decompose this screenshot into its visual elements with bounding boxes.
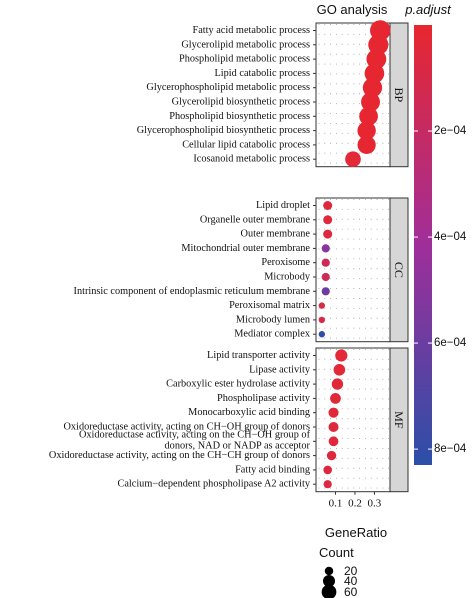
- panel-bp: BP Fatty acid metabolic process Glycerolip…: [137, 20, 409, 168]
- y-tick-label: Organelle outer membrane: [200, 214, 311, 225]
- dot-peroxisomal-matrix: [318, 302, 326, 309]
- dot-lipid-catabolic-process: [364, 63, 385, 84]
- dot-lipid-transporter-activity: [335, 349, 348, 362]
- dot-phospholipid-biosynthetic-process: [359, 106, 378, 126]
- color-bar: [414, 25, 432, 465]
- y-tick-label: Intrinsic component of endoplasmic retic…: [74, 286, 311, 297]
- dot-calcium-dependent-phospholipase-a2-activity: [323, 480, 332, 489]
- size-key-dot: [322, 574, 336, 588]
- strip-mf: [389, 347, 409, 493]
- x-tick-label: 0.2: [348, 498, 362, 510]
- dot-lipid-droplet: [323, 200, 333, 211]
- chart-title: GO analysis: [317, 2, 388, 17]
- y-tick-label: Carboxylic ester hydrolase activity: [166, 379, 311, 390]
- dot-oxidoreductase-activity-acting-on-the-ch-ch-group-of-donors: [326, 450, 337, 461]
- y-tick-label: Oxidoreductase activity, acting on the C…: [79, 429, 311, 451]
- y-tick-label: Phospholipid metabolic process: [179, 54, 310, 65]
- size-legend-title: Count: [319, 545, 354, 560]
- panel-mf: MF Lipid transporter activity Lipase activ…: [49, 347, 409, 493]
- dot-cellular-lipid-catabolic-process: [357, 135, 376, 154]
- strip-cc: [389, 197, 409, 343]
- dot-peroxisome: [321, 258, 330, 267]
- y-tick-label: Lipid droplet: [256, 200, 310, 211]
- dot-outer-membrane: [323, 229, 333, 239]
- y-tick-label: Peroxisomal matrix: [229, 300, 311, 311]
- dot-phospholipid-metabolic-process: [366, 49, 387, 70]
- strip-label: MF: [392, 411, 406, 429]
- dot-phospholipase-activity: [330, 393, 341, 404]
- y-tick-label: Outer membrane: [241, 229, 311, 240]
- dot-glycerolipid-biosynthetic-process: [361, 92, 380, 112]
- y-tick-label: Fatty acid metabolic process: [192, 25, 310, 36]
- dot-fatty-acid-binding: [323, 465, 332, 475]
- color-tick-label: 4e−04: [434, 231, 467, 243]
- y-tick-label: Glycerolipid metabolic process: [181, 39, 310, 50]
- dot-microbody: [321, 272, 330, 282]
- y-tick-label: Icosanoid metabolic process: [193, 154, 310, 165]
- color-tick-label: 8e−04: [434, 443, 467, 455]
- y-tick-label: Lipid transporter activity: [207, 350, 311, 361]
- y-tick-label: Fatty acid binding: [235, 464, 310, 475]
- y-tick-label: Phospholipid biosynthetic process: [169, 111, 310, 122]
- dot-carboxylic-ester-hydrolase-activity: [331, 378, 344, 390]
- y-tick-label: Peroxisome: [261, 257, 310, 268]
- y-tick-label: Mediator complex: [234, 329, 311, 340]
- y-tick-label: Microbody lumen: [236, 314, 310, 325]
- color-legend: p.adjust 2e−04 4e−04 6e−04 8e−04: [404, 2, 467, 465]
- dot-oxidoreductase-activity-acting-on-ch-oh-group-of-donors: [328, 421, 339, 433]
- dot-mitochondrial-outer-membrane: [321, 244, 330, 253]
- dot-microbody-lumen: [318, 316, 326, 324]
- y-tick-label: Oxidoreductase activity, acting on CH−OH…: [64, 422, 311, 433]
- size-key-dot: [324, 566, 334, 576]
- dot-lipase-activity: [333, 363, 346, 376]
- dot-organelle-outer-membrane: [323, 215, 333, 225]
- dot-intrinsic-component-of-endoplasmic-reticulum-membrane: [321, 287, 330, 296]
- y-tick-label: Lipase activity: [249, 364, 311, 375]
- y-tick-label: Mitochondrial outer membrane: [181, 243, 310, 254]
- dot-mediator-complex: [318, 331, 326, 338]
- y-tick-label: Cellular lipid catabolic process: [182, 139, 310, 150]
- strip-label: BP: [392, 88, 406, 103]
- x-tick-label: 0.1: [329, 498, 343, 510]
- strip-label: CC: [392, 262, 406, 278]
- y-tick-label: Calcium−dependent phospholipase A2 activ…: [117, 479, 310, 490]
- y-tick-label-line: donors, NAD or NADP as acceptor: [165, 440, 311, 451]
- size-key-label: 60: [344, 585, 358, 598]
- color-tick-label: 2e−04: [434, 125, 467, 137]
- dot-monocarboxylic-acid-binding: [328, 407, 339, 418]
- y-tick-label: Glycerolipid biosynthetic process: [172, 97, 310, 108]
- y-tick-label: Glycerophospholipid biosynthetic process: [137, 125, 310, 136]
- strip-bp: [389, 22, 409, 168]
- size-key-dot: [321, 584, 337, 598]
- y-tick-label: Glycerophospholipid metabolic process: [146, 82, 310, 93]
- y-tick-label: Microbody: [264, 272, 311, 283]
- dot-glycerophospholipid-metabolic-process: [362, 78, 383, 98]
- plot-area: BP Fatty acid metabolic process Glycerolip…: [49, 20, 409, 510]
- dot-icosanoid-metabolic-process: [345, 151, 361, 167]
- x-tick-label: 0.3: [368, 498, 382, 510]
- color-tick-label: 6e−04: [434, 337, 467, 349]
- y-tick-label: Lipid catabolic process: [215, 68, 311, 79]
- dot-oxidoreductase-activity-acting-on-the-ch-oh-group-of-donors-nad-or-nadp-as-acceptor: [328, 436, 339, 447]
- y-tick-label: Phospholipase activity: [217, 393, 311, 404]
- panel-cc: CC Lipid droplet Organelle outer membrane O…: [74, 197, 409, 343]
- size-key-label: 20: [344, 564, 358, 578]
- size-key-label: 40: [344, 574, 358, 588]
- color-legend-title: p.adjust: [404, 2, 452, 17]
- y-tick-label-line: Oxidoreductase activity, acting on the C…: [79, 429, 311, 440]
- y-tick-label: Oxidoreductase activity, acting on the C…: [49, 450, 310, 461]
- dot-glycerophospholipid-biosynthetic-process: [357, 121, 376, 140]
- x-axis-label: GeneRatio: [325, 525, 387, 540]
- y-tick-label: Monocarboxylic acid binding: [188, 407, 310, 418]
